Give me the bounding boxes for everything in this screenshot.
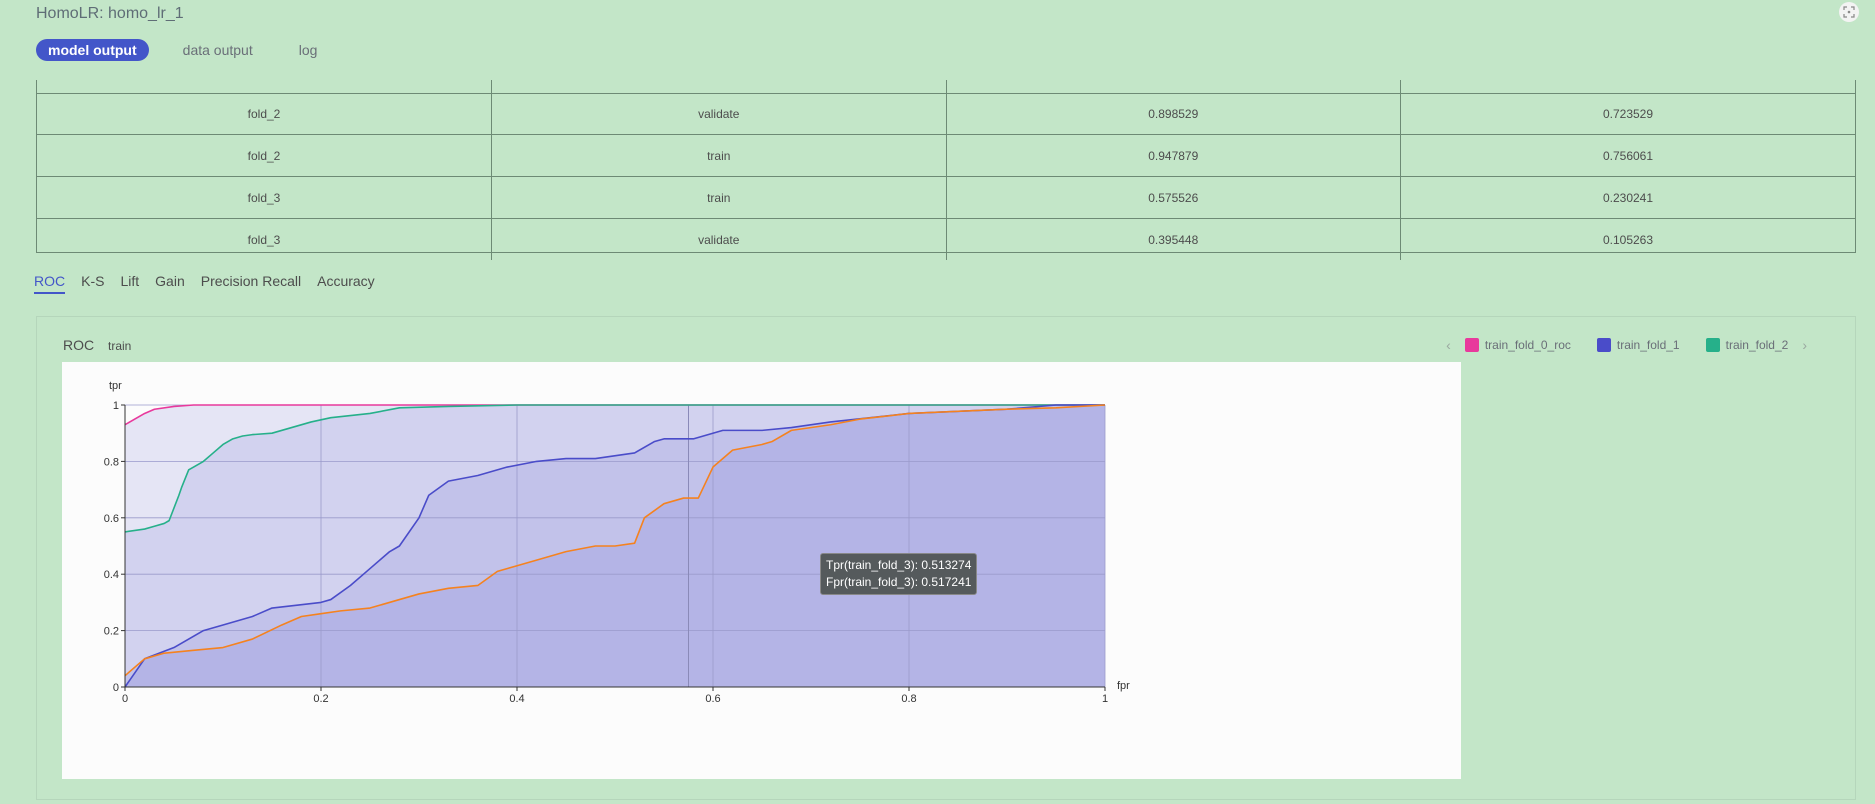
tab-lift[interactable]: Lift: [120, 273, 140, 289]
tab-precision-recall[interactable]: Precision Recall: [200, 273, 302, 289]
chart-legend: ‹ train_fold_0_roc train_fold_1 train_fo…: [1432, 337, 1821, 353]
table-row: fold_2 validate 0.898529 0.723529: [37, 93, 1855, 135]
x-tick-label: 0.2: [313, 693, 328, 705]
roc-chart-svg[interactable]: 0 0.2 0.4 0.6 0.8 1 0 0.2 0.4 0.6 0.8 1 fpr tpr: [62, 362, 1461, 779]
table-row: fold_2 train 0.947879 0.756061: [37, 134, 1855, 177]
cell-value-1: 0.947879: [946, 134, 1401, 177]
output-tabs: model output data output log: [36, 39, 351, 61]
chart-axes: 0 0.2 0.4 0.6 0.8 1 0 0.2 0.4 0.6 0.8 1 fpr tpr: [104, 380, 1130, 705]
tab-ks[interactable]: K-S: [81, 273, 105, 289]
x-tick-label: 0.4: [509, 693, 524, 705]
cell-value-2: 0.723529: [1400, 93, 1855, 135]
cell-dataset: validate: [491, 93, 947, 135]
x-tick-label: 1: [1102, 693, 1108, 705]
series-line-train_fold_1: [124, 404, 1105, 688]
series-line-train_fold_0_roc: [124, 404, 1105, 426]
fullscreen-icon[interactable]: [1839, 2, 1859, 22]
legend-item-train-fold-2[interactable]: train_fold_2: [1705, 338, 1789, 352]
cell-value-2: 0.105263: [1602, 232, 1654, 247]
cell-fold: fold_3: [37, 176, 492, 219]
cell-dataset: train: [491, 134, 947, 177]
legend-prev-icon[interactable]: ‹: [1446, 337, 1451, 353]
legend-item-train-fold-0-roc[interactable]: train_fold_0_roc: [1464, 338, 1571, 352]
y-tick-label: 0.6: [104, 513, 119, 525]
tab-gain[interactable]: Gain: [155, 273, 185, 289]
cell-dataset: validate: [491, 218, 947, 260]
cell-value-2: 0.230241: [1400, 176, 1855, 219]
x-tick-label: 0: [122, 693, 128, 705]
legend-label: train_fold_1: [1616, 338, 1680, 352]
legend-next-icon[interactable]: ›: [1802, 337, 1807, 353]
tab-accuracy[interactable]: Accuracy: [317, 273, 375, 289]
cell-dataset: train: [491, 176, 947, 219]
roc-chart[interactable]: 0 0.2 0.4 0.6 0.8 1 0 0.2 0.4 0.6 0.8 1 fpr tpr: [62, 362, 1461, 779]
x-tick-label: 0.8: [901, 693, 916, 705]
legend-swatch: [1464, 338, 1479, 352]
x-tick-label: 0.6: [705, 693, 720, 705]
legend-item-train-fold-1[interactable]: train_fold_1: [1596, 338, 1680, 352]
y-tick-label: 0: [113, 682, 119, 694]
y-tick-label: 0.4: [104, 569, 119, 581]
page-title: HomoLR: homo_lr_1: [36, 5, 184, 22]
legend-label: train_fold_0_roc: [1484, 338, 1571, 352]
metric-tabs: ROC K-S Lift Gain Precision Recall Accur…: [34, 273, 391, 294]
tab-model-output[interactable]: model output: [36, 39, 149, 61]
tab-data-output[interactable]: data output: [182, 42, 253, 58]
x-axis-label: fpr: [1117, 680, 1130, 692]
legend-label: train_fold_2: [1725, 338, 1789, 352]
tooltip-fpr: Fpr(train_fold_3): 0.517241: [826, 575, 972, 589]
cell-value-2: 0.756061: [1400, 134, 1855, 177]
chart-lines: [124, 404, 1106, 688]
y-tick-label: 1: [113, 400, 119, 412]
table-row: fold_3 train 0.575526 0.230241: [37, 176, 1855, 219]
series-line-train_fold_2: [124, 404, 1105, 533]
cell-fold: fold_2: [37, 93, 492, 135]
cell-fold: fold_3: [37, 218, 492, 260]
table-top-row-partial: [37, 80, 1855, 94]
evaluation-table: fold_2 validate 0.898529 0.723529 fold_2…: [36, 80, 1856, 260]
y-tick-label: 0.2: [104, 626, 119, 638]
chart-panel: ROC train ‹ train_fold_0_roc train_fold_…: [36, 316, 1856, 800]
y-axis-label: tpr: [109, 380, 122, 392]
table-row: fold_3 validate 0.395448 0.105263: [37, 218, 1855, 260]
cell-value-1: 0.575526: [946, 176, 1401, 219]
legend-swatch: [1705, 338, 1720, 352]
series-line-train_fold_3: [124, 404, 1106, 677]
chart-tooltip: Tpr(train_fold_3): 0.513274 Fpr(train_fo…: [820, 553, 978, 595]
tab-roc[interactable]: ROC: [34, 273, 66, 294]
y-tick-label: 0.8: [104, 456, 119, 468]
cell-fold: fold_2: [37, 134, 492, 177]
cell-value-1: 0.395448: [946, 218, 1401, 260]
tab-log[interactable]: log: [298, 42, 318, 58]
chart-panel-subtitle: train: [108, 339, 132, 353]
legend-swatch: [1596, 338, 1611, 352]
tooltip-tpr: Tpr(train_fold_3): 0.513274: [826, 558, 972, 572]
cell-value-1: 0.898529: [946, 93, 1401, 135]
chart-panel-title: ROC: [63, 337, 95, 353]
